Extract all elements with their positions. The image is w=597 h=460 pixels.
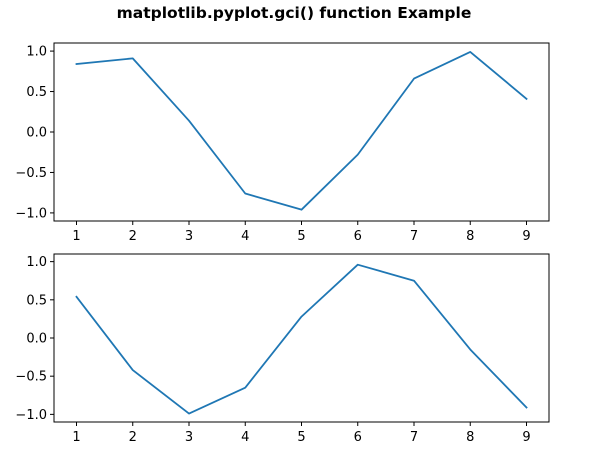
- axes-1-xtick-label: 6: [354, 229, 362, 244]
- axes-2-xtick-label: 5: [297, 430, 305, 445]
- axes-2-xtick-label: 4: [241, 430, 249, 445]
- axes-1-xtick-label: 3: [185, 229, 193, 244]
- axes-1-xtick-label: 1: [72, 229, 80, 244]
- axes-1-xtick-label: 4: [241, 229, 249, 244]
- figure-title: matplotlib.pyplot.gci() function Example: [117, 4, 472, 22]
- axes-1-ytick-label: −1.0: [15, 206, 47, 221]
- axes-2-ytick-label: −0.5: [15, 370, 47, 385]
- axes-2: 1 2 3 4 5 6 7 8 9 1.0 0.5 0.0 −0.5 −1.0: [15, 253, 550, 445]
- axes-2-xtick-label: 7: [410, 430, 418, 445]
- axes-1-series-line: [75, 51, 528, 211]
- axes-2-series-line: [75, 263, 528, 415]
- axes-2-ytick-label: 1.0: [26, 255, 47, 270]
- axes-1-ytick-label: −0.5: [15, 166, 47, 181]
- axes-2-xtick-label: 8: [466, 430, 474, 445]
- axes-1-ytick-label: 0.0: [26, 126, 47, 141]
- axes-2-xtick-label: 2: [129, 430, 137, 445]
- axes-2-xtick-label: 9: [522, 430, 530, 445]
- axes-1-ytick-label: 1.0: [26, 45, 47, 60]
- axes-1-xtick-label: 9: [522, 229, 530, 244]
- axes-2-ytick-label: −1.0: [15, 408, 47, 423]
- axes-1: 1 2 3 4 5 6 7 8 9 1.0 0.5 0.0 −0.5 −1.0: [15, 42, 550, 244]
- axes-1-xtick-label: 7: [410, 229, 418, 244]
- axes-2-ytick-label: 0.5: [26, 293, 47, 308]
- axes-2-xtick-label: 1: [72, 430, 80, 445]
- axes-1-xtick-label: 5: [297, 229, 305, 244]
- axes-container: 1 2 3 4 5 6 7 8 9 1.0 0.5 0.0 −0.5 −1.0 1 2 3 4 5 6 7 8 9 1.0 0.…: [15, 42, 550, 445]
- axes-2-xtick-label: 6: [354, 430, 362, 445]
- axes-1-ytick-label: 0.5: [26, 85, 47, 100]
- axes-1-xtick-label: 8: [466, 229, 474, 244]
- axes-2-ytick-label: 0.0: [26, 332, 47, 347]
- axes-1-xtick-label: 2: [129, 229, 137, 244]
- axes-2-xtick-label: 3: [185, 430, 193, 445]
